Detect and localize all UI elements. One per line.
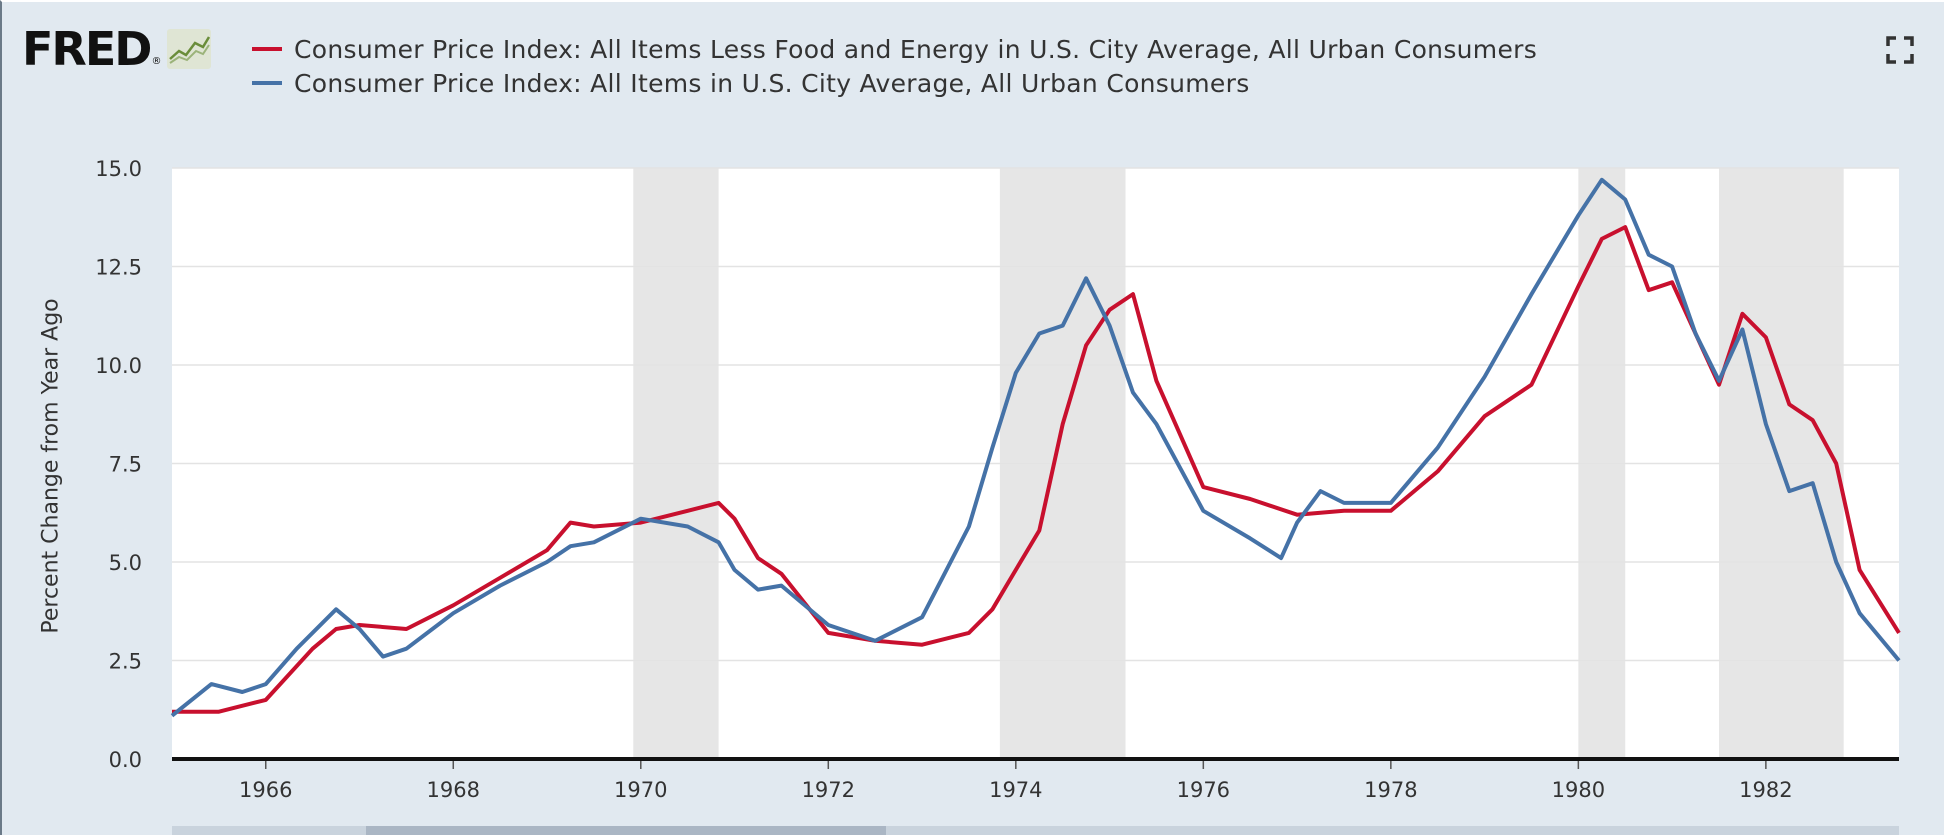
logo-registered-mark: ® (151, 55, 162, 67)
x-tick-label-5: 1976 (1177, 778, 1230, 802)
fullscreen-icon[interactable] (1886, 36, 1914, 64)
chart-legend: Consumer Price Index: All Items Less Foo… (252, 32, 1537, 100)
logo-text: FRED (22, 22, 152, 76)
series-line-0[interactable] (172, 225, 1901, 714)
x-tick-label-6: 1978 (1364, 778, 1417, 802)
legend-swatch-headline-cpi (252, 81, 282, 85)
x-tick-label-7: 1980 (1552, 778, 1605, 802)
navigator-track[interactable] (172, 826, 1899, 835)
x-tick-label-0: 1966 (239, 778, 292, 802)
x-tick-label-2: 1970 (614, 778, 667, 802)
y-tick-label-1: 2.5 (109, 650, 142, 674)
y-tick-label-2: 5.0 (109, 551, 142, 575)
x-tick-label-4: 1974 (989, 778, 1042, 802)
legend-item-headline-cpi[interactable]: Consumer Price Index: All Items in U.S. … (252, 66, 1537, 100)
legend-swatch-core-cpi (252, 47, 282, 51)
fred-logo[interactable]: FRED ® (22, 22, 212, 76)
y-tick-label-4: 10.0 (95, 354, 142, 378)
y-tick-label-5: 12.5 (95, 256, 142, 280)
x-tick-label-3: 1972 (802, 778, 855, 802)
x-tick-label-8: 1982 (1739, 778, 1792, 802)
legend-label-headline-cpi: Consumer Price Index: All Items in U.S. … (294, 68, 1250, 98)
y-tick-label-0: 0.0 (109, 748, 142, 772)
legend-item-core-cpi[interactable]: Consumer Price Index: All Items Less Foo… (252, 32, 1537, 66)
legend-label-core-cpi: Consumer Price Index: All Items Less Foo… (294, 34, 1538, 64)
y-tick-label-3: 7.5 (109, 453, 142, 477)
navigator-handle[interactable] (366, 826, 886, 835)
series-line-1[interactable] (170, 177, 1901, 718)
line-graph-icon (167, 29, 212, 69)
y-tick-label-6: 15.0 (95, 157, 142, 181)
x-tick-label-1: 1968 (427, 778, 480, 802)
